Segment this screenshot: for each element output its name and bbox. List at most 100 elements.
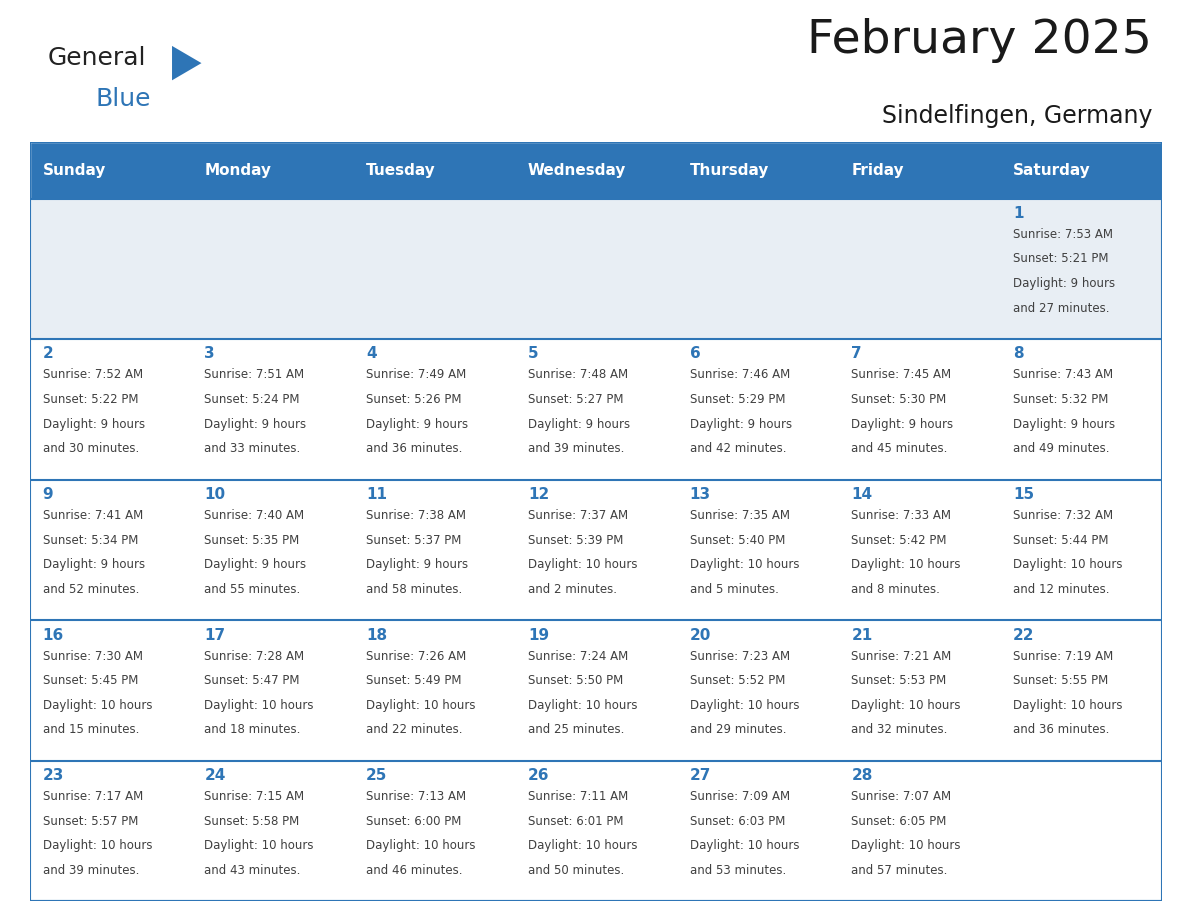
Text: and 36 minutes.: and 36 minutes. — [366, 442, 462, 455]
Text: Sunset: 6:03 PM: Sunset: 6:03 PM — [689, 815, 785, 828]
Text: Sunrise: 7:17 AM: Sunrise: 7:17 AM — [43, 790, 143, 803]
Text: and 25 minutes.: and 25 minutes. — [527, 723, 624, 736]
Text: and 8 minutes.: and 8 minutes. — [852, 583, 940, 596]
Text: 24: 24 — [204, 768, 226, 783]
Text: Daylight: 10 hours: Daylight: 10 hours — [1013, 558, 1123, 571]
Bar — [677, 142, 839, 198]
Text: Sunrise: 7:45 AM: Sunrise: 7:45 AM — [852, 368, 952, 381]
Text: and 39 minutes.: and 39 minutes. — [43, 864, 139, 877]
Text: Daylight: 10 hours: Daylight: 10 hours — [43, 699, 152, 711]
Text: 21: 21 — [852, 628, 872, 643]
Text: 6: 6 — [689, 346, 701, 362]
Text: Sunrise: 7:48 AM: Sunrise: 7:48 AM — [527, 368, 628, 381]
Text: Daylight: 9 hours: Daylight: 9 hours — [204, 418, 307, 431]
Text: 20: 20 — [689, 628, 710, 643]
Text: Sunset: 5:53 PM: Sunset: 5:53 PM — [852, 674, 947, 688]
Text: Daylight: 9 hours: Daylight: 9 hours — [366, 558, 468, 571]
Text: Sunset: 5:24 PM: Sunset: 5:24 PM — [204, 393, 299, 406]
Text: Sunrise: 7:52 AM: Sunrise: 7:52 AM — [43, 368, 143, 381]
Text: and 18 minutes.: and 18 minutes. — [204, 723, 301, 736]
Bar — [1000, 142, 1162, 198]
Text: and 33 minutes.: and 33 minutes. — [204, 442, 301, 455]
Text: Sunrise: 7:26 AM: Sunrise: 7:26 AM — [366, 650, 467, 663]
Text: Sunrise: 7:53 AM: Sunrise: 7:53 AM — [1013, 228, 1113, 241]
Text: and 50 minutes.: and 50 minutes. — [527, 864, 624, 877]
Text: 8: 8 — [1013, 346, 1024, 362]
Text: and 15 minutes.: and 15 minutes. — [43, 723, 139, 736]
Text: 22: 22 — [1013, 628, 1035, 643]
Text: 26: 26 — [527, 768, 549, 783]
Text: Daylight: 9 hours: Daylight: 9 hours — [1013, 277, 1116, 290]
Text: and 32 minutes.: and 32 minutes. — [852, 723, 948, 736]
Text: and 27 minutes.: and 27 minutes. — [1013, 302, 1110, 315]
Text: Daylight: 10 hours: Daylight: 10 hours — [527, 699, 637, 711]
Text: Sunrise: 7:33 AM: Sunrise: 7:33 AM — [852, 509, 952, 522]
Text: Sunrise: 7:24 AM: Sunrise: 7:24 AM — [527, 650, 628, 663]
Text: and 57 minutes.: and 57 minutes. — [852, 864, 948, 877]
Text: Sunrise: 7:28 AM: Sunrise: 7:28 AM — [204, 650, 304, 663]
Text: and 39 minutes.: and 39 minutes. — [527, 442, 624, 455]
Bar — [30, 621, 1162, 761]
Text: General: General — [48, 46, 146, 70]
Text: Daylight: 10 hours: Daylight: 10 hours — [366, 839, 475, 852]
Text: Sunrise: 7:51 AM: Sunrise: 7:51 AM — [204, 368, 304, 381]
Text: and 30 minutes.: and 30 minutes. — [43, 442, 139, 455]
Text: Daylight: 10 hours: Daylight: 10 hours — [689, 558, 800, 571]
Text: Monday: Monday — [204, 162, 271, 178]
Text: Sunset: 5:40 PM: Sunset: 5:40 PM — [689, 533, 785, 546]
Text: and 29 minutes.: and 29 minutes. — [689, 723, 786, 736]
Text: Daylight: 9 hours: Daylight: 9 hours — [366, 418, 468, 431]
Text: Sunset: 5:29 PM: Sunset: 5:29 PM — [689, 393, 785, 406]
Text: Daylight: 10 hours: Daylight: 10 hours — [43, 839, 152, 852]
Text: February 2025: February 2025 — [808, 18, 1152, 63]
Text: Sunrise: 7:46 AM: Sunrise: 7:46 AM — [689, 368, 790, 381]
Text: and 49 minutes.: and 49 minutes. — [1013, 442, 1110, 455]
Text: Daylight: 10 hours: Daylight: 10 hours — [204, 699, 314, 711]
Text: Saturday: Saturday — [1013, 162, 1091, 178]
Text: Sunset: 5:49 PM: Sunset: 5:49 PM — [366, 674, 462, 688]
Bar — [30, 761, 1162, 901]
Text: 13: 13 — [689, 487, 710, 502]
Bar — [191, 142, 353, 198]
Text: 12: 12 — [527, 487, 549, 502]
Text: Sunset: 5:30 PM: Sunset: 5:30 PM — [852, 393, 947, 406]
Text: Sunset: 5:26 PM: Sunset: 5:26 PM — [366, 393, 462, 406]
Text: Sunset: 5:42 PM: Sunset: 5:42 PM — [852, 533, 947, 546]
Text: Sunset: 5:58 PM: Sunset: 5:58 PM — [204, 815, 299, 828]
Text: 16: 16 — [43, 628, 64, 643]
Text: 18: 18 — [366, 628, 387, 643]
Text: Sunrise: 7:19 AM: Sunrise: 7:19 AM — [1013, 650, 1113, 663]
Text: 4: 4 — [366, 346, 377, 362]
Text: Daylight: 10 hours: Daylight: 10 hours — [527, 839, 637, 852]
Text: Sunrise: 7:32 AM: Sunrise: 7:32 AM — [1013, 509, 1113, 522]
Text: Sunset: 5:47 PM: Sunset: 5:47 PM — [204, 674, 299, 688]
Text: Sunset: 5:27 PM: Sunset: 5:27 PM — [527, 393, 624, 406]
Text: and 43 minutes.: and 43 minutes. — [204, 864, 301, 877]
Text: Sunrise: 7:07 AM: Sunrise: 7:07 AM — [852, 790, 952, 803]
Text: and 53 minutes.: and 53 minutes. — [689, 864, 785, 877]
Text: Sunset: 5:21 PM: Sunset: 5:21 PM — [1013, 252, 1108, 265]
Text: and 12 minutes.: and 12 minutes. — [1013, 583, 1110, 596]
Text: Sunrise: 7:41 AM: Sunrise: 7:41 AM — [43, 509, 143, 522]
Text: Sunrise: 7:30 AM: Sunrise: 7:30 AM — [43, 650, 143, 663]
Text: Daylight: 10 hours: Daylight: 10 hours — [852, 699, 961, 711]
Text: Sunset: 5:32 PM: Sunset: 5:32 PM — [1013, 393, 1108, 406]
Text: Tuesday: Tuesday — [366, 162, 436, 178]
Text: Sunset: 6:01 PM: Sunset: 6:01 PM — [527, 815, 624, 828]
Text: Sunrise: 7:37 AM: Sunrise: 7:37 AM — [527, 509, 628, 522]
Text: 3: 3 — [204, 346, 215, 362]
Text: Sunrise: 7:49 AM: Sunrise: 7:49 AM — [366, 368, 467, 381]
Text: Sunset: 6:05 PM: Sunset: 6:05 PM — [852, 815, 947, 828]
Text: Sindelfingen, Germany: Sindelfingen, Germany — [881, 105, 1152, 129]
Text: Thursday: Thursday — [689, 162, 769, 178]
Text: Daylight: 10 hours: Daylight: 10 hours — [366, 699, 475, 711]
Text: Sunset: 5:34 PM: Sunset: 5:34 PM — [43, 533, 138, 546]
Text: 23: 23 — [43, 768, 64, 783]
Text: and 22 minutes.: and 22 minutes. — [366, 723, 462, 736]
Text: Sunday: Sunday — [43, 162, 106, 178]
Text: 27: 27 — [689, 768, 710, 783]
Text: Sunset: 5:55 PM: Sunset: 5:55 PM — [1013, 674, 1108, 688]
Text: Daylight: 10 hours: Daylight: 10 hours — [689, 839, 800, 852]
Text: and 58 minutes.: and 58 minutes. — [366, 583, 462, 596]
Text: and 36 minutes.: and 36 minutes. — [1013, 723, 1110, 736]
